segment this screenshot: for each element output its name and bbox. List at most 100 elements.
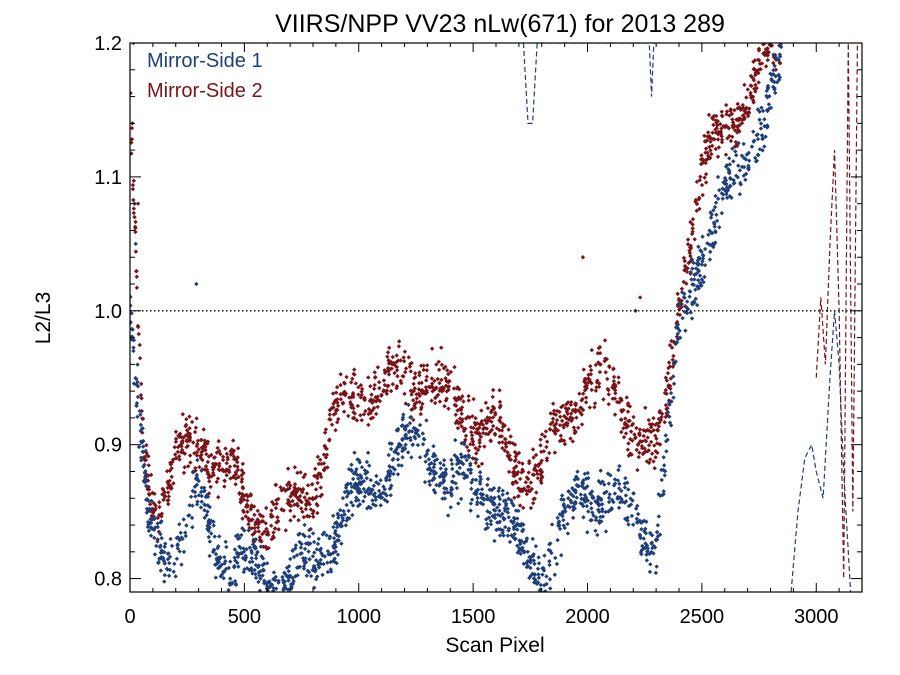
data-point xyxy=(204,467,210,472)
data-point xyxy=(343,390,348,396)
data-point xyxy=(131,197,136,203)
data-point xyxy=(552,450,558,455)
data-point xyxy=(239,468,245,473)
data-point xyxy=(213,551,219,557)
data-point xyxy=(355,457,360,462)
data-point xyxy=(528,573,534,579)
data-point xyxy=(382,487,387,492)
data-point xyxy=(473,477,479,483)
data-point xyxy=(168,486,174,491)
data-point xyxy=(524,564,530,570)
data-point xyxy=(719,191,724,196)
data-point xyxy=(586,380,591,385)
data-point xyxy=(516,508,521,514)
data-point xyxy=(573,409,578,415)
data-point xyxy=(554,561,560,567)
data-point xyxy=(371,502,376,507)
data-point xyxy=(354,418,360,423)
data-point xyxy=(477,437,482,443)
data-point xyxy=(648,429,654,435)
data-point xyxy=(526,484,531,490)
data-point xyxy=(231,456,237,462)
data-point xyxy=(130,326,135,332)
data-point xyxy=(378,478,383,483)
data-point xyxy=(641,428,646,433)
data-point xyxy=(240,526,245,531)
data-point xyxy=(713,193,718,199)
data-point xyxy=(386,472,391,477)
data-point xyxy=(408,437,413,443)
data-point xyxy=(732,128,738,133)
data-point xyxy=(245,509,250,515)
data-point xyxy=(349,484,355,490)
data-point xyxy=(534,468,539,474)
data-point xyxy=(146,454,151,459)
data-point xyxy=(250,517,255,522)
data-point xyxy=(516,523,522,528)
data-point xyxy=(153,503,158,508)
data-point xyxy=(464,444,470,450)
data-point xyxy=(653,570,659,576)
data-point xyxy=(609,497,615,503)
data-point xyxy=(646,460,652,466)
data-point xyxy=(241,497,247,502)
data-point xyxy=(506,515,511,520)
data-point xyxy=(324,452,330,457)
data-point xyxy=(256,521,261,527)
data-point xyxy=(311,509,316,514)
data-point xyxy=(640,446,645,451)
data-point xyxy=(422,479,428,485)
data-point xyxy=(312,550,317,555)
data-point xyxy=(205,439,211,444)
data-point xyxy=(291,492,296,497)
data-point xyxy=(633,308,638,314)
data-point xyxy=(313,466,318,472)
data-point xyxy=(590,494,595,499)
data-point xyxy=(361,486,366,492)
data-point xyxy=(651,459,656,464)
data-point xyxy=(375,397,380,402)
data-point xyxy=(490,387,496,393)
data-point xyxy=(439,389,445,394)
data-point xyxy=(616,505,622,511)
data-point xyxy=(411,388,417,394)
data-point xyxy=(497,520,502,525)
data-point xyxy=(238,500,243,505)
data-point xyxy=(215,545,220,551)
data-point xyxy=(488,522,494,527)
data-point xyxy=(332,556,337,561)
data-point xyxy=(170,457,176,462)
data-point xyxy=(311,539,317,545)
data-point xyxy=(316,536,321,542)
data-point xyxy=(166,494,172,499)
data-point xyxy=(677,307,682,312)
data-point xyxy=(521,561,526,567)
data-point xyxy=(649,533,655,538)
data-point xyxy=(719,109,725,114)
data-point xyxy=(183,533,188,539)
data-point xyxy=(209,452,214,458)
data-point xyxy=(438,466,443,471)
data-point xyxy=(616,375,621,380)
data-point xyxy=(498,415,503,420)
data-point xyxy=(487,510,493,515)
data-point xyxy=(199,450,204,455)
data-point xyxy=(702,133,707,138)
data-point xyxy=(757,117,762,122)
data-point xyxy=(727,162,733,167)
data-point xyxy=(348,481,353,486)
data-point xyxy=(457,420,463,425)
data-point xyxy=(485,476,491,482)
data-point xyxy=(593,362,599,368)
data-point xyxy=(448,369,454,375)
data-point xyxy=(579,483,585,489)
data-point xyxy=(155,539,160,544)
data-point xyxy=(175,542,180,547)
data-point xyxy=(239,473,244,478)
data-point xyxy=(281,508,286,513)
data-point xyxy=(720,113,725,119)
data-point xyxy=(382,497,387,503)
data-point xyxy=(607,492,612,497)
data-point xyxy=(450,479,456,485)
data-point xyxy=(643,526,648,532)
